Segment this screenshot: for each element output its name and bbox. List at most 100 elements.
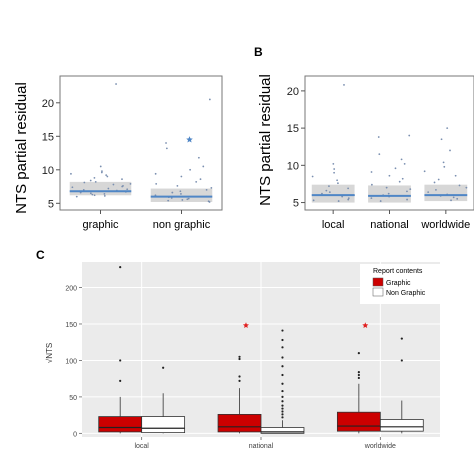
residual-point <box>94 180 97 183</box>
outlier-point <box>281 395 284 398</box>
residual-point <box>378 153 381 156</box>
residual-point <box>93 176 96 179</box>
residual-point <box>165 147 168 150</box>
residual-point <box>435 189 437 191</box>
residual-point <box>370 183 373 186</box>
residual-point <box>103 195 106 197</box>
legend-label-non-graphic: Non Graphic <box>386 290 426 297</box>
residual-point <box>437 178 440 181</box>
box-graphic <box>336 411 381 432</box>
y-tick-label: 100 <box>65 358 77 365</box>
residual-point <box>379 200 382 202</box>
y-tick-label: 5 <box>48 198 54 210</box>
residual-point <box>99 165 102 168</box>
legend-swatch-graphic <box>372 277 384 287</box>
box-non-graphic <box>260 427 305 434</box>
outlier-point <box>281 416 284 419</box>
residual-point <box>377 136 380 138</box>
residual-point <box>195 180 198 183</box>
residual-point <box>165 142 167 144</box>
residual-point <box>179 190 182 193</box>
residual-point <box>403 162 406 165</box>
outlier-point <box>357 376 360 380</box>
outlier-point <box>238 355 241 358</box>
residual-point <box>337 200 340 202</box>
outlier-point <box>281 346 284 349</box>
significance-star <box>362 322 369 328</box>
residual-point <box>385 186 388 189</box>
residual-point <box>406 190 408 193</box>
panel-a-chart: NTS partial residual 5 10 15 20 graphic non g… <box>13 75 223 231</box>
legend-swatch-non-graphic <box>372 287 384 297</box>
x-tick-label: local <box>322 219 345 231</box>
residual-point <box>208 201 211 203</box>
residual-point <box>155 182 158 185</box>
outlier-point <box>281 404 284 407</box>
outlier-point <box>281 413 284 416</box>
panel-c-label: C <box>36 248 45 262</box>
panel-b-chart: NTS partial residual 5 10 15 20 local nationa… <box>257 74 474 231</box>
residual-point <box>93 194 96 197</box>
residual-point <box>398 180 401 183</box>
residual-point <box>129 182 132 185</box>
residual-point <box>332 162 335 165</box>
legend-label-graphic: Graphic <box>386 280 411 287</box>
outlier-point <box>119 359 122 362</box>
residual-point <box>176 184 179 187</box>
residual-point <box>341 195 344 198</box>
residual-point <box>388 174 391 177</box>
residual-point <box>312 199 315 202</box>
x-tick-label: local <box>134 443 149 450</box>
residual-point <box>400 158 403 161</box>
residual-point <box>197 156 200 159</box>
residual-point <box>408 134 411 137</box>
box-non-graphic <box>141 416 186 434</box>
residual-point <box>115 83 117 85</box>
significance-star <box>242 322 249 328</box>
residual-point <box>325 189 328 192</box>
outlier-point <box>281 365 284 368</box>
x-tick-label: worldwide <box>420 219 470 231</box>
box-graphic <box>217 413 262 433</box>
residual-point <box>347 187 350 190</box>
residual-point <box>449 149 451 152</box>
residual-point <box>333 168 336 170</box>
residual-point <box>456 197 459 200</box>
residual-point <box>427 191 430 194</box>
y-tick-label: 5 <box>293 198 299 210</box>
residual-point <box>311 175 314 178</box>
x-tick-label: non graphic <box>153 219 211 231</box>
residual-point <box>180 175 183 178</box>
residual-point <box>387 192 390 195</box>
residual-point <box>406 198 408 201</box>
confidence-band <box>150 188 213 202</box>
residual-point <box>89 179 92 182</box>
residual-point <box>328 185 330 188</box>
outlier-point <box>119 266 122 269</box>
x-tick-label: national <box>370 219 409 231</box>
y-tick-label: 50 <box>69 395 77 402</box>
residual-point <box>126 188 129 191</box>
residual-point <box>75 195 78 198</box>
outlier-point <box>281 373 284 377</box>
residual-point <box>101 170 103 173</box>
residual-point <box>187 197 190 200</box>
residual-point <box>107 187 110 190</box>
outlier-point <box>281 407 284 410</box>
residual-point <box>370 197 373 199</box>
panel-b-label: B <box>254 45 263 59</box>
residual-point <box>328 191 331 194</box>
residual-point <box>189 168 192 171</box>
y-tick-label: 20 <box>42 98 54 110</box>
residual-point <box>454 174 457 177</box>
y-tick-label: 10 <box>42 165 54 177</box>
residual-point <box>202 165 205 168</box>
residual-point <box>208 98 211 101</box>
residual-point <box>409 188 412 191</box>
outlier-point <box>238 357 241 361</box>
residual-point <box>181 199 184 201</box>
residual-point <box>343 84 345 86</box>
y-tick-label: 200 <box>65 286 77 293</box>
residual-point <box>442 161 445 164</box>
